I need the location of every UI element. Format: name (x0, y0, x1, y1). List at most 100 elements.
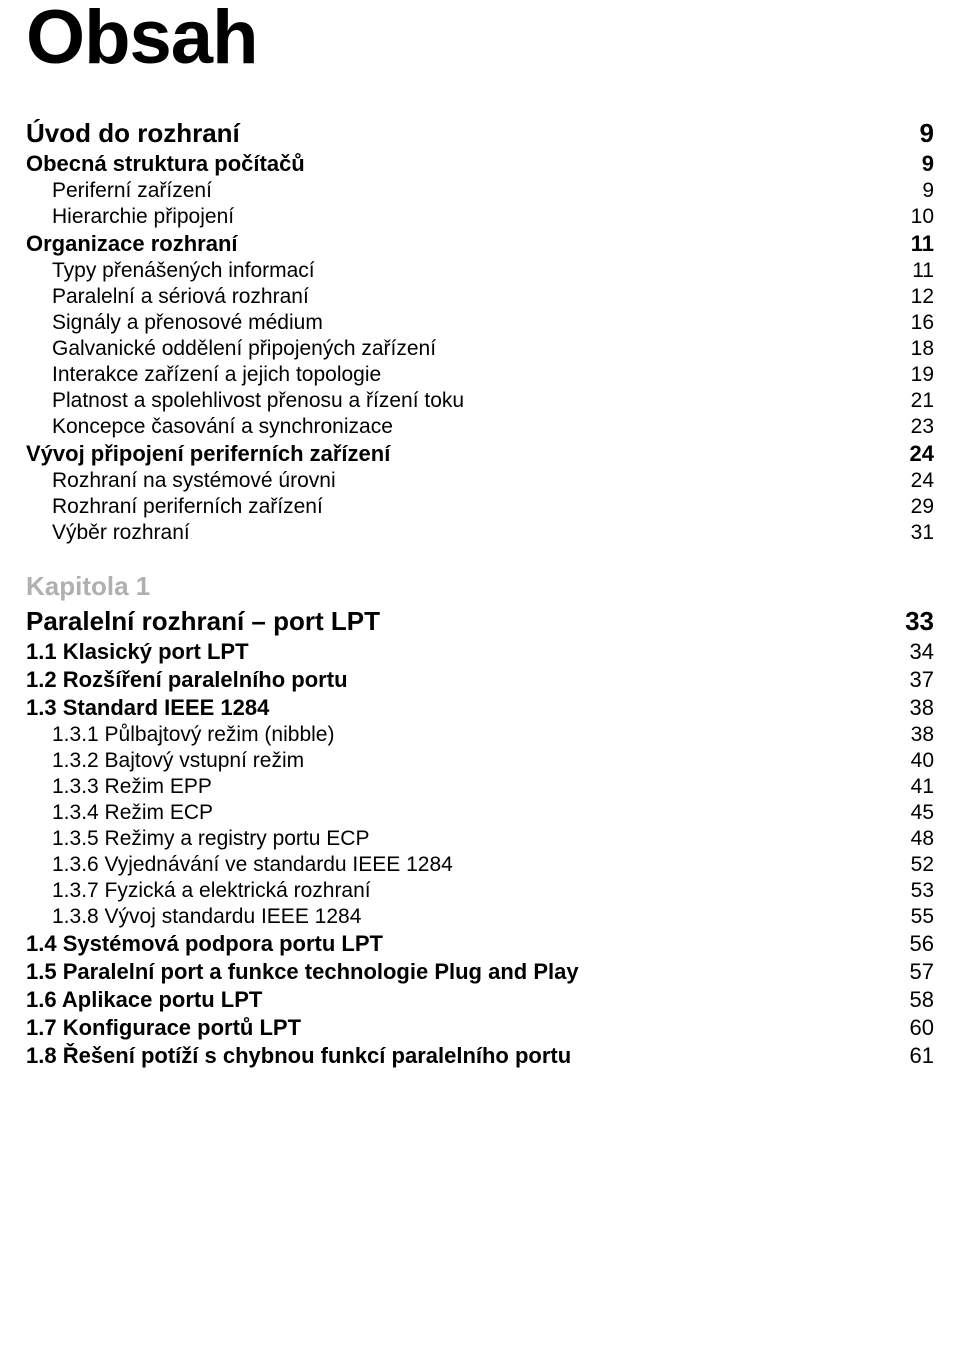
toc-entry: Úvod do rozhraní9 (26, 118, 934, 149)
toc-entry-label: 1.3.8 Vývoj standardu IEEE 1284 (52, 905, 874, 929)
toc-entry-page: 33 (874, 606, 934, 637)
toc-entry-label: Výběr rozhraní (52, 521, 874, 545)
toc-entry-label: 1.1 Klasický port LPT (26, 639, 874, 665)
toc-entry-page: 9 (874, 118, 934, 149)
page-title: Obsah (26, 0, 934, 76)
toc-entry-label: 1.8 Řešení potíží s chybnou funkcí paral… (26, 1043, 874, 1069)
toc-entry-page: 56 (874, 931, 934, 957)
toc-entry: 1.3.7 Fyzická a elektrická rozhraní53 (26, 879, 934, 903)
toc-entry: Obecná struktura počítačů9 (26, 151, 934, 177)
toc-entry-label: 1.7 Konfigurace portů LPT (26, 1015, 874, 1041)
toc-list: Úvod do rozhraní9Obecná struktura počíta… (26, 118, 934, 1069)
toc-entry-page: 48 (874, 827, 934, 851)
toc-entry-page: 31 (874, 521, 934, 545)
toc-entry-label: 1.3 Standard IEEE 1284 (26, 695, 874, 721)
toc-page: Obsah Úvod do rozhraní9Obecná struktura … (0, 0, 960, 1348)
toc-entry: 1.8 Řešení potíží s chybnou funkcí paral… (26, 1043, 934, 1069)
toc-entry: Rozhraní periferních zařízení29 (26, 495, 934, 519)
toc-entry: 1.3 Standard IEEE 128438 (26, 695, 934, 721)
toc-entry-label: Typy přenášených informací (52, 259, 874, 283)
toc-entry-page: 34 (874, 639, 934, 665)
toc-entry-label: Paralelní a sériová rozhraní (52, 285, 874, 309)
toc-entry: 1.3.5 Režimy a registry portu ECP48 (26, 827, 934, 851)
toc-entry: Výběr rozhraní31 (26, 521, 934, 545)
toc-entry: 1.5 Paralelní port a funkce technologie … (26, 959, 934, 985)
toc-entry: Organizace rozhraní11 (26, 231, 934, 257)
toc-entry: Kapitola 1 (26, 571, 934, 602)
toc-entry: Galvanické oddělení připojených zařízení… (26, 337, 934, 361)
toc-entry-page: 23 (874, 415, 934, 439)
toc-entry-label: Platnost a spolehlivost přenosu a řízení… (52, 389, 874, 413)
toc-entry-page: 58 (874, 987, 934, 1013)
toc-entry-label: 1.4 Systémová podpora portu LPT (26, 931, 874, 957)
toc-entry: Hierarchie připojení10 (26, 205, 934, 229)
toc-entry-label: Rozhraní na systémové úrovni (52, 469, 874, 493)
toc-entry: Interakce zařízení a jejich topologie19 (26, 363, 934, 387)
toc-entry: 1.2 Rozšíření paralelního portu37 (26, 667, 934, 693)
toc-entry-label: Vývoj připojení periferních zařízení (26, 441, 874, 467)
toc-entry: Koncepce časování a synchronizace23 (26, 415, 934, 439)
toc-entry: Platnost a spolehlivost přenosu a řízení… (26, 389, 934, 413)
toc-entry-label: 1.3.7 Fyzická a elektrická rozhraní (52, 879, 874, 903)
toc-entry: Vývoj připojení periferních zařízení24 (26, 441, 934, 467)
toc-entry-page: 9 (874, 151, 934, 177)
toc-entry-label: Úvod do rozhraní (26, 118, 874, 149)
toc-entry-label: 1.3.4 Režim ECP (52, 801, 874, 825)
toc-entry-page: 41 (874, 775, 934, 799)
toc-entry-page: 57 (874, 959, 934, 985)
toc-entry: Typy přenášených informací11 (26, 259, 934, 283)
toc-entry: 1.3.8 Vývoj standardu IEEE 128455 (26, 905, 934, 929)
toc-entry-page: 55 (874, 905, 934, 929)
toc-entry-label: Obecná struktura počítačů (26, 151, 874, 177)
toc-entry-page: 10 (874, 205, 934, 229)
toc-entry: 1.6 Aplikace portu LPT58 (26, 987, 934, 1013)
toc-entry: 1.1 Klasický port LPT34 (26, 639, 934, 665)
toc-entry-page: 24 (874, 469, 934, 493)
toc-entry-label: 1.3.2 Bajtový vstupní režim (52, 749, 874, 773)
toc-entry-label: 1.2 Rozšíření paralelního portu (26, 667, 874, 693)
toc-entry-label: 1.3.3 Režim EPP (52, 775, 874, 799)
toc-entry-page: 21 (874, 389, 934, 413)
toc-entry: Paralelní a sériová rozhraní12 (26, 285, 934, 309)
toc-entry-label: Rozhraní periferních zařízení (52, 495, 874, 519)
toc-entry: 1.3.1 Půlbajtový režim (nibble)38 (26, 723, 934, 747)
toc-entry: 1.4 Systémová podpora portu LPT56 (26, 931, 934, 957)
toc-entry: 1.3.2 Bajtový vstupní režim40 (26, 749, 934, 773)
toc-entry-page: 61 (874, 1043, 934, 1069)
toc-entry-page: 29 (874, 495, 934, 519)
toc-entry-label: Interakce zařízení a jejich topologie (52, 363, 874, 387)
toc-entry-page: 19 (874, 363, 934, 387)
toc-entry-page: 12 (874, 285, 934, 309)
toc-entry-label: Periferní zařízení (52, 179, 874, 203)
toc-entry-page: 24 (874, 441, 934, 467)
toc-entry: Signály a přenosové médium16 (26, 311, 934, 335)
toc-entry-page: 38 (874, 695, 934, 721)
toc-entry: 1.3.3 Režim EPP41 (26, 775, 934, 799)
toc-entry-page: 9 (874, 179, 934, 203)
toc-entry: Paralelní rozhraní – port LPT33 (26, 606, 934, 637)
toc-entry-label: Organizace rozhraní (26, 231, 874, 257)
toc-entry-page: 53 (874, 879, 934, 903)
toc-entry-page: 18 (874, 337, 934, 361)
toc-entry-label: Galvanické oddělení připojených zařízení (52, 337, 874, 361)
toc-entry-page: 60 (874, 1015, 934, 1041)
toc-entry-page: 16 (874, 311, 934, 335)
toc-entry: 1.7 Konfigurace portů LPT60 (26, 1015, 934, 1041)
toc-entry-label: Paralelní rozhraní – port LPT (26, 606, 874, 637)
toc-entry: Rozhraní na systémové úrovni24 (26, 469, 934, 493)
toc-entry-label: 1.5 Paralelní port a funkce technologie … (26, 959, 874, 985)
toc-entry-label: 1.3.6 Vyjednávání ve standardu IEEE 1284 (52, 853, 874, 877)
toc-entry-label: Hierarchie připojení (52, 205, 874, 229)
toc-entry-page: 40 (874, 749, 934, 773)
toc-entry: Periferní zařízení9 (26, 179, 934, 203)
toc-entry-page: 52 (874, 853, 934, 877)
toc-entry: 1.3.4 Režim ECP45 (26, 801, 934, 825)
toc-entry: 1.3.6 Vyjednávání ve standardu IEEE 1284… (26, 853, 934, 877)
toc-entry-page: 38 (874, 723, 934, 747)
toc-entry-label: 1.3.1 Půlbajtový režim (nibble) (52, 723, 874, 747)
toc-entry-page: 11 (874, 259, 934, 283)
toc-entry-label: Kapitola 1 (26, 571, 934, 602)
toc-entry-label: Signály a přenosové médium (52, 311, 874, 335)
toc-entry-page: 11 (874, 231, 934, 257)
toc-entry-page: 37 (874, 667, 934, 693)
